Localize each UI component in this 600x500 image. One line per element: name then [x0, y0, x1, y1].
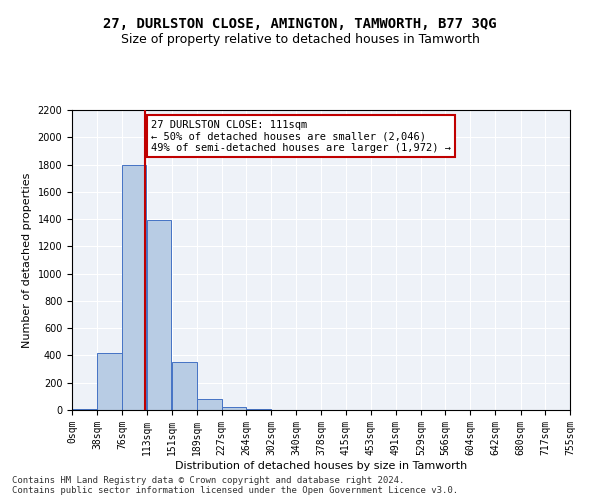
Bar	[122, 164, 146, 410]
Bar	[172, 362, 197, 410]
Y-axis label: Number of detached properties: Number of detached properties	[22, 172, 32, 348]
Bar	[146, 220, 172, 410]
Text: Contains HM Land Registry data © Crown copyright and database right 2024.
Contai: Contains HM Land Registry data © Crown c…	[12, 476, 458, 495]
Bar	[222, 406, 246, 410]
Bar	[197, 399, 221, 410]
Bar	[72, 408, 97, 410]
Text: Size of property relative to detached houses in Tamworth: Size of property relative to detached ho…	[121, 32, 479, 46]
Bar	[246, 408, 271, 410]
Text: 27 DURLSTON CLOSE: 111sqm
← 50% of detached houses are smaller (2,046)
49% of se: 27 DURLSTON CLOSE: 111sqm ← 50% of detac…	[151, 120, 451, 152]
Bar	[97, 352, 122, 410]
X-axis label: Distribution of detached houses by size in Tamworth: Distribution of detached houses by size …	[175, 460, 467, 470]
Text: 27, DURLSTON CLOSE, AMINGTON, TAMWORTH, B77 3QG: 27, DURLSTON CLOSE, AMINGTON, TAMWORTH, …	[103, 18, 497, 32]
